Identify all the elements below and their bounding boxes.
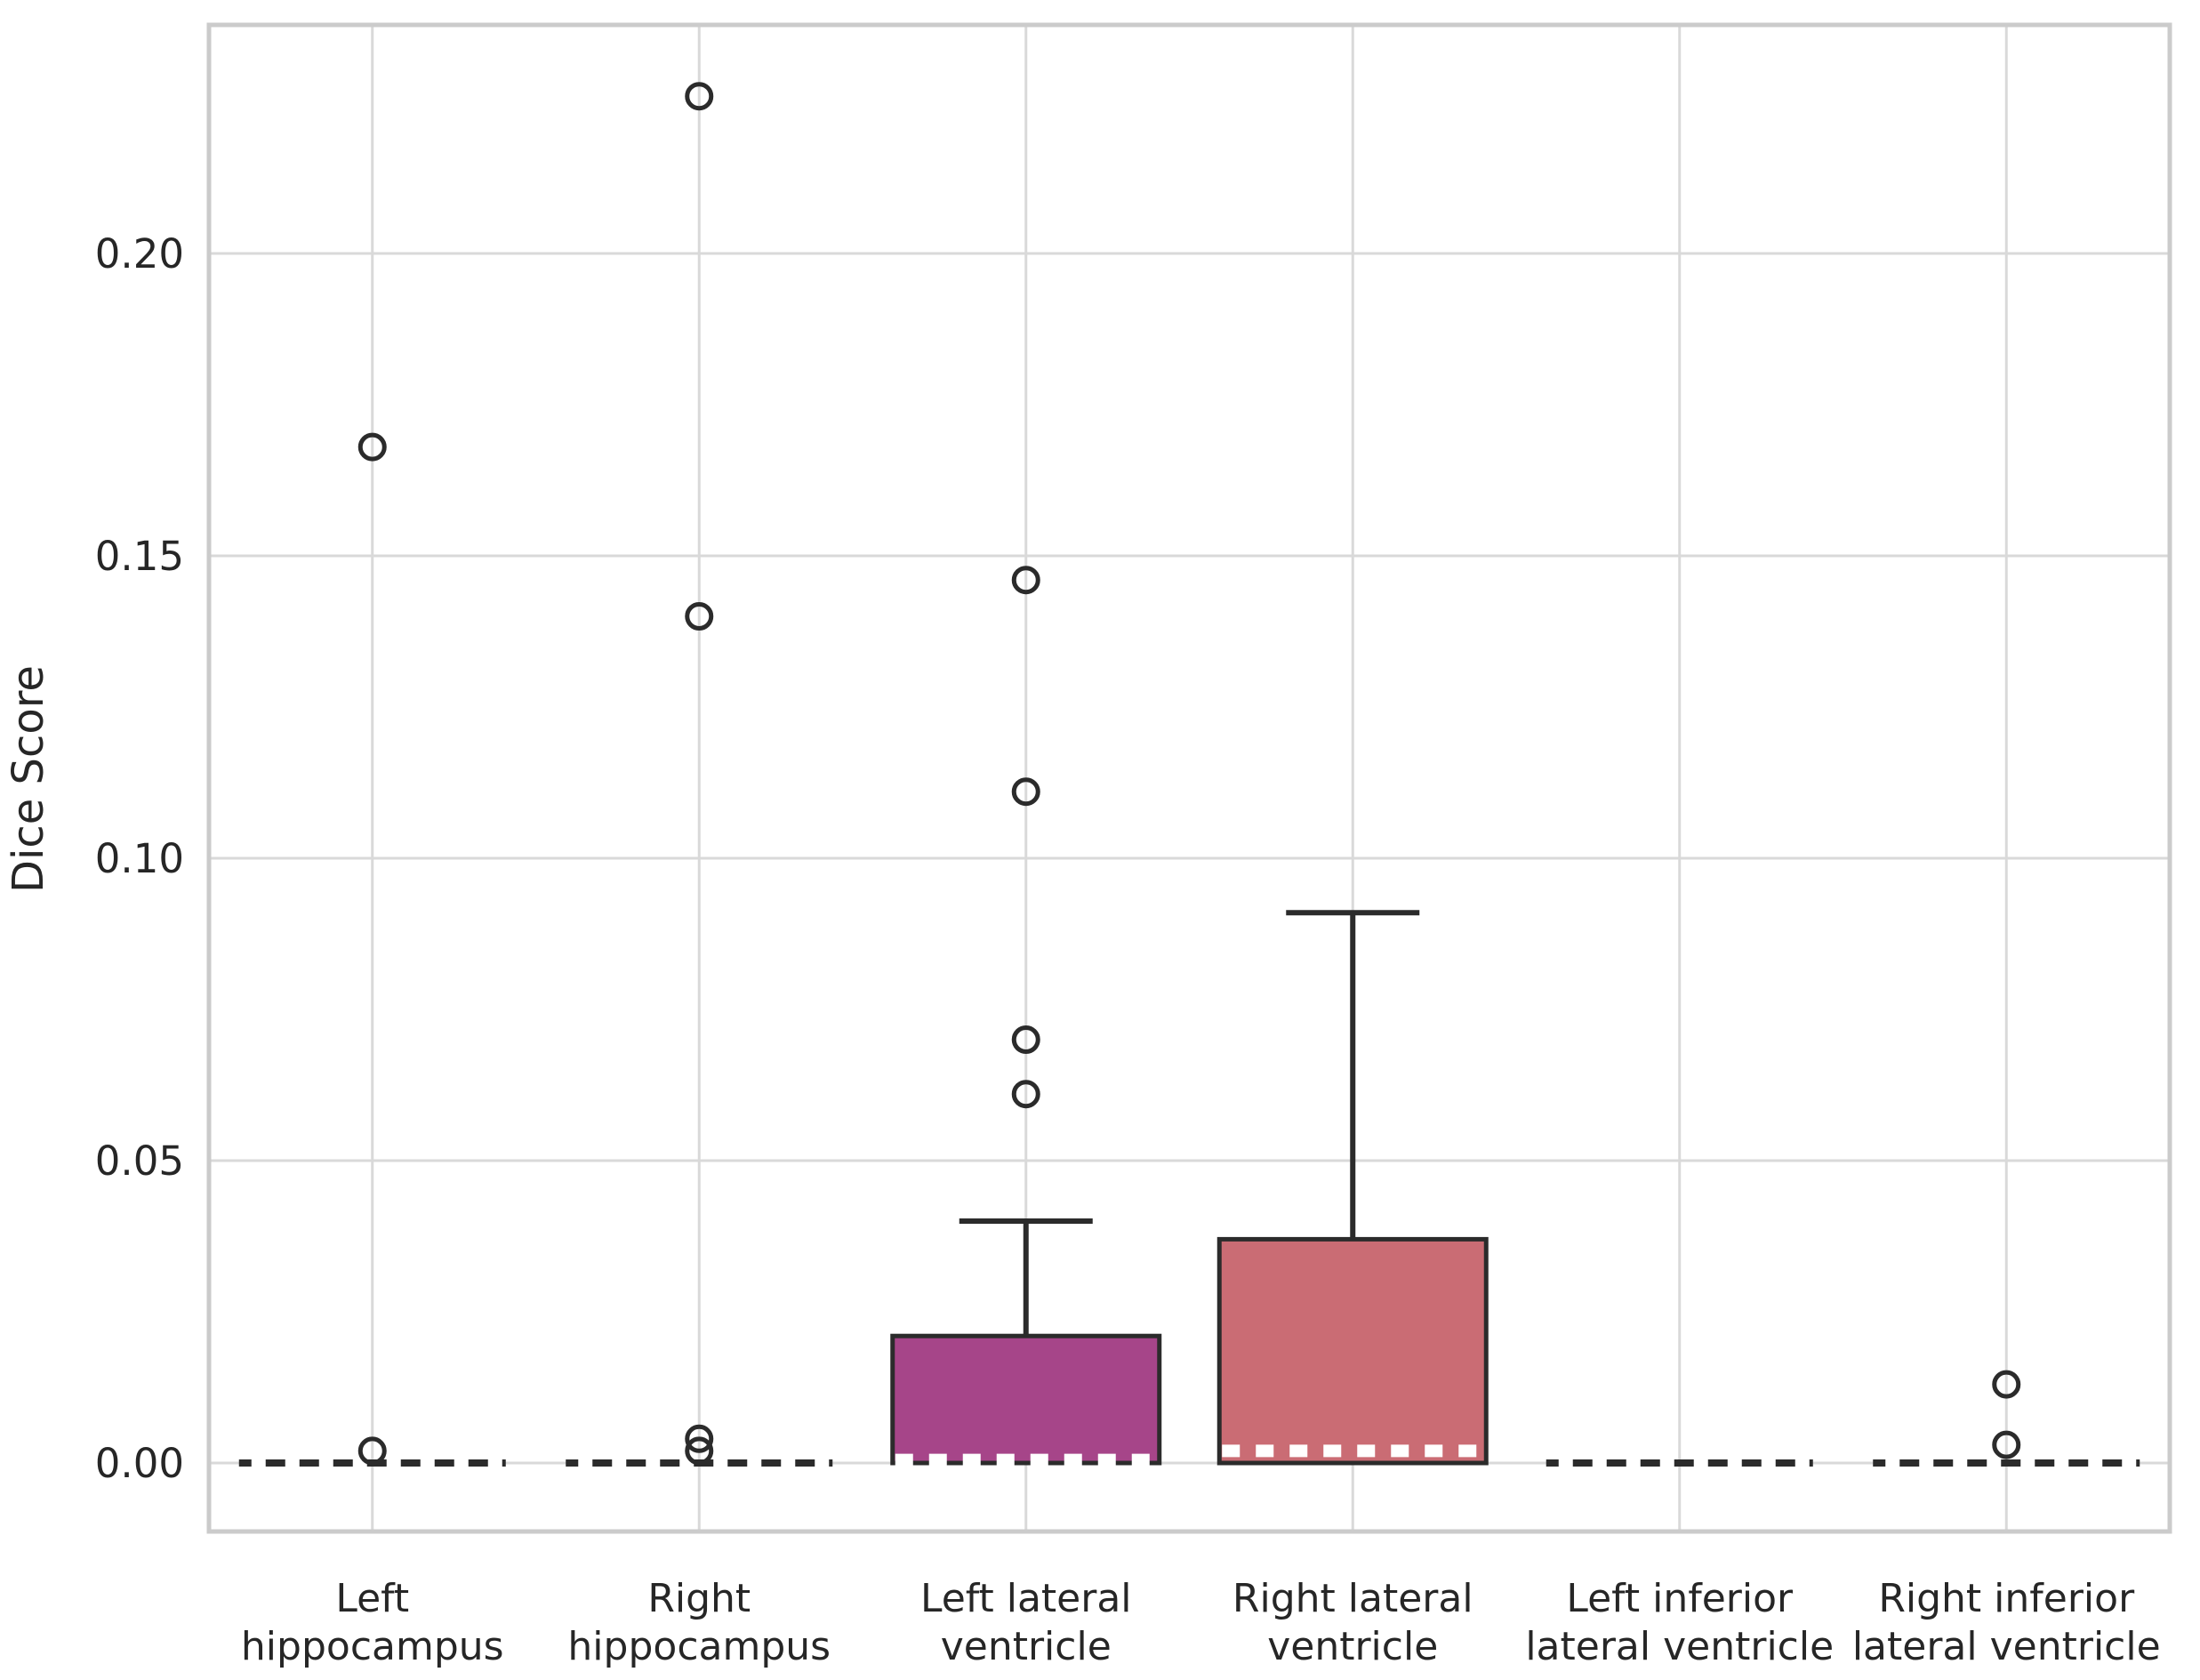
outlier-left-lateral-ventricle-1	[1011, 777, 1040, 807]
xtick-label-right-lateral-ventricle-line0: Right lateral	[1232, 1576, 1473, 1621]
xtick-label-left-inferior-lateral-ventricle-line1: lateral ventricle	[1525, 1624, 1834, 1669]
outlier-right-inferior-lateral-ventricle-1	[1992, 1430, 2021, 1459]
outlier-left-lateral-ventricle-2	[1011, 1025, 1040, 1054]
box-left-lateral-ventricle	[890, 1333, 1162, 1466]
outlier-left-hippocampus-0	[357, 432, 387, 462]
outlier-left-hippocampus-1	[357, 1436, 387, 1466]
plot-border	[206, 22, 2172, 1534]
y-axis-title: Dice Score	[4, 665, 53, 893]
outlier-left-lateral-ventricle-3	[1011, 1080, 1040, 1109]
ytick-label-1: 0.05	[95, 1137, 184, 1185]
ytick-label-0: 0.00	[95, 1440, 184, 1487]
xtick-label-right-inferior-lateral-ventricle-line1: lateral ventricle	[1852, 1624, 2161, 1669]
xtick-label-left-hippocampus-line1: hippocampus	[241, 1624, 504, 1669]
outlier-right-hippocampus-1	[685, 602, 714, 631]
xtick-label-right-hippocampus-line1: hippocampus	[567, 1624, 831, 1669]
xtick-label-left-lateral-ventricle-line1: ventricle	[941, 1624, 1112, 1669]
xtick-label-left-inferior-lateral-ventricle-line0: Left inferior	[1566, 1576, 1794, 1621]
ytick-label-4: 0.20	[95, 230, 184, 277]
xtick-label-right-hippocampus-line0: Right	[647, 1576, 751, 1621]
outlier-right-hippocampus-2	[685, 1424, 714, 1453]
ytick-label-2: 0.10	[95, 835, 184, 882]
xtick-label-right-inferior-lateral-ventricle-line0: Right inferior	[1878, 1576, 2135, 1621]
box-right-lateral-ventricle	[1216, 1236, 1489, 1466]
xtick-label-left-lateral-ventricle-line0: Left lateral	[920, 1576, 1132, 1621]
xtick-label-left-hippocampus-line0: Left	[335, 1576, 409, 1621]
outlier-left-lateral-ventricle-0	[1011, 566, 1040, 595]
outlier-right-hippocampus-3	[685, 1436, 714, 1466]
xtick-label-right-lateral-ventricle-line1: ventricle	[1267, 1624, 1438, 1669]
outlier-right-hippocampus-0	[685, 82, 714, 111]
ytick-label-3: 0.15	[95, 533, 184, 580]
outlier-right-inferior-lateral-ventricle-0	[1992, 1370, 2021, 1399]
